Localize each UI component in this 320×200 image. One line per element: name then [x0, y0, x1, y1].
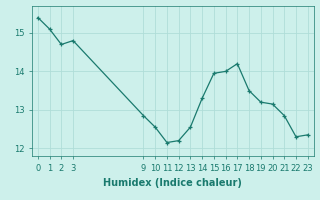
X-axis label: Humidex (Indice chaleur): Humidex (Indice chaleur) [103, 178, 242, 188]
